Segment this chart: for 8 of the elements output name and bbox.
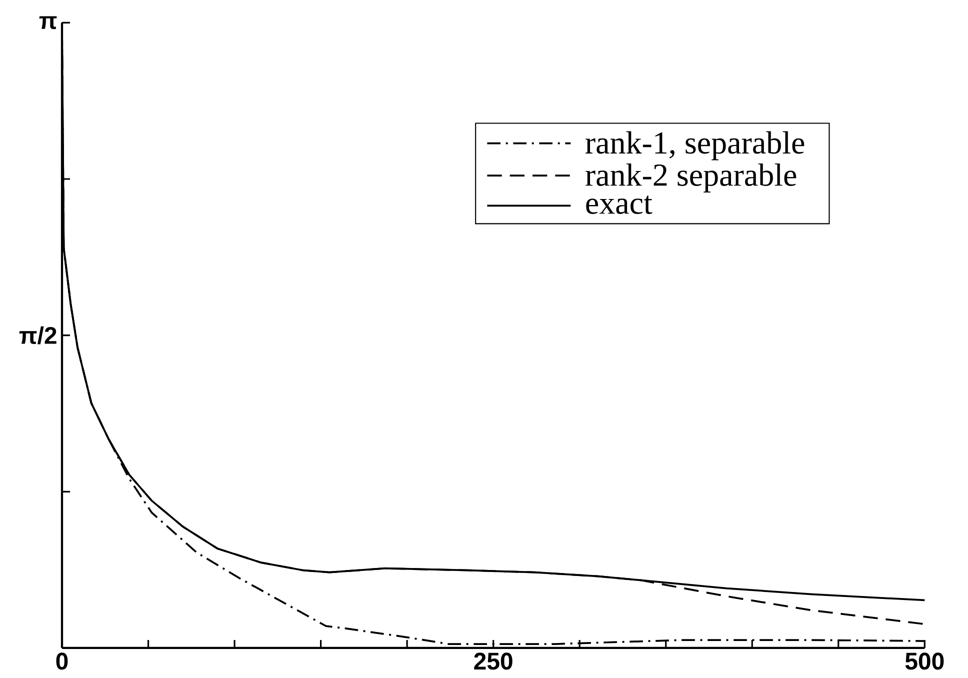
y-tick-label: π [39,16,57,30]
x-tick-label: 0 [56,652,68,670]
legend-label: rank-2 separable [586,163,796,192]
legend-label: rank-1, separable [586,131,804,160]
x-tick-label: 500 [905,652,944,670]
y-tick-label: π/2 [19,326,56,344]
legend-label: exact [586,196,652,214]
x-tick-label: 250 [474,652,512,670]
